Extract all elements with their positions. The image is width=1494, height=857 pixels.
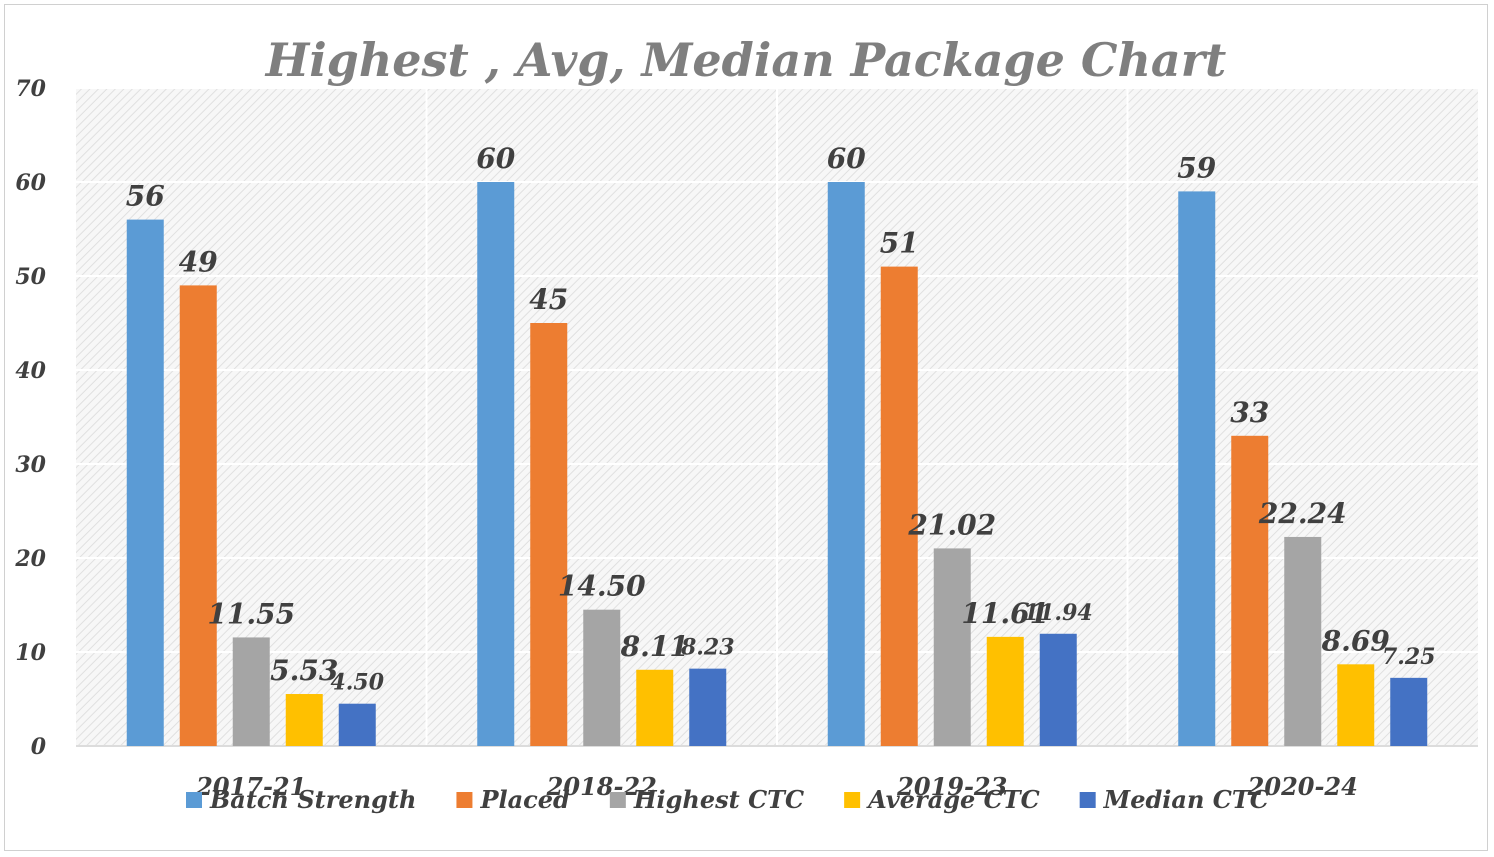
- data-label: 60: [476, 142, 515, 175]
- bar-average-ctc: [636, 669, 674, 746]
- bar-placed: [530, 323, 568, 746]
- data-label: 59: [1177, 151, 1216, 184]
- bar-batch-strength: [126, 219, 164, 747]
- legend-swatch: [844, 792, 861, 808]
- bars: [126, 182, 1428, 747]
- data-label: 8.11: [620, 630, 689, 663]
- legend-swatch: [186, 792, 202, 808]
- y-tick-label: 10: [15, 640, 46, 666]
- bar-average-ctc: [285, 694, 323, 746]
- data-label: 33: [1230, 396, 1269, 429]
- data-label: 45: [529, 283, 568, 316]
- data-label: 14.50: [558, 570, 646, 603]
- bar-average-ctc: [986, 636, 1024, 746]
- x-tick-label: 2018-22: [546, 772, 657, 801]
- bar-median-ctc: [689, 668, 727, 746]
- data-label: 49: [179, 245, 218, 278]
- data-label: 56: [126, 180, 165, 213]
- data-label: 8.69: [1321, 624, 1390, 657]
- data-label: 7.25: [1382, 644, 1436, 670]
- chart-title: Highest , Avg, Median Package Chart: [264, 33, 1226, 87]
- bar-highest-ctc: [583, 609, 621, 746]
- x-axis-ticks: 2017-21 2018-22 2019-23 2020-24: [195, 772, 1358, 801]
- bar-placed: [880, 266, 918, 746]
- legend-label: Median CTC: [1103, 785, 1269, 814]
- data-label: 51: [880, 227, 919, 260]
- y-tick-label: 50: [15, 264, 46, 290]
- bar-batch-strength: [827, 182, 865, 746]
- data-labels: 56 49 11.55 5.534.50 60 45 14.50 8.118.23 60 51 21…: [126, 142, 1436, 696]
- bar-highest-ctc: [1284, 536, 1322, 746]
- legend-item: Highest CTC: [609, 785, 804, 814]
- data-label: 8.23: [680, 635, 735, 661]
- bar-median-ctc: [338, 703, 376, 746]
- data-label: 4.50: [330, 670, 384, 696]
- legend-item: Placed: [456, 785, 570, 814]
- bar-placed: [179, 285, 217, 746]
- data-label: 11.61: [961, 597, 1049, 630]
- y-tick-label: 70: [15, 76, 46, 102]
- legend-swatch: [456, 792, 473, 808]
- bar-highest-ctc: [232, 637, 270, 746]
- data-label: 11.94: [1024, 600, 1093, 626]
- y-tick-label: 0: [31, 734, 47, 760]
- legend-item: Average CTC: [844, 785, 1040, 814]
- y-tick-label: 30: [15, 452, 46, 478]
- legend: Batch Strength Placed Highest CTC Average C…: [186, 785, 1269, 814]
- data-label: 22.24: [1258, 497, 1347, 530]
- legend-label: Average CTC: [866, 785, 1040, 814]
- x-tick-label: 2020-24: [1247, 772, 1358, 801]
- bar-batch-strength: [477, 182, 515, 746]
- y-tick-label: 40: [15, 358, 46, 384]
- x-tick-label: 2017-21: [195, 772, 306, 801]
- bar-average-ctc: [1337, 664, 1375, 746]
- y-axis-ticks: 0 10 20 30 40 50 60 70: [14, 76, 46, 760]
- legend-label: Batch Strength: [209, 785, 416, 814]
- bar-median-ctc: [1390, 677, 1428, 746]
- data-label: 11.55: [207, 597, 295, 630]
- legend-label: Placed: [479, 785, 570, 814]
- bar-placed: [1231, 435, 1269, 746]
- legend-item: Batch Strength: [186, 785, 416, 814]
- bar-batch-strength: [1178, 191, 1216, 746]
- legend-swatch: [609, 792, 626, 808]
- legend-item: Median CTC: [1079, 785, 1269, 814]
- data-label: 21.02: [907, 508, 996, 541]
- y-tick-label: 60: [15, 170, 46, 196]
- data-label: 5.53: [270, 654, 338, 687]
- bar-median-ctc: [1039, 633, 1077, 746]
- bar-highest-ctc: [933, 548, 971, 746]
- data-label: 60: [827, 142, 866, 175]
- x-tick-label: 2019-23: [896, 772, 1007, 801]
- legend-label: Highest CTC: [633, 785, 804, 814]
- y-tick-label: 20: [14, 546, 46, 572]
- legend-swatch: [1079, 792, 1096, 808]
